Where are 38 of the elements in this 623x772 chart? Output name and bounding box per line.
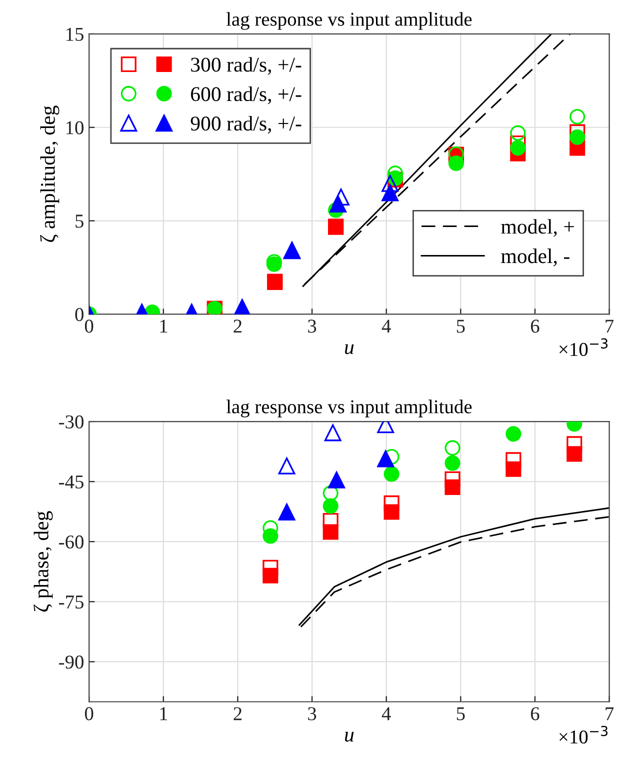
y-tick-label: 10 xyxy=(66,121,84,134)
x-tick-label: 1 xyxy=(160,707,168,720)
x-axis-title: u xyxy=(345,344,354,354)
x-tick-label: 2 xyxy=(234,320,242,333)
x-tick-label: 3 xyxy=(308,320,316,333)
x-tick-label: 4 xyxy=(382,320,391,333)
chart-title: lag response vs input amplitude xyxy=(226,400,472,418)
legend-label: model, + xyxy=(501,219,574,237)
y-axis-title: ζ amplitude, deg xyxy=(40,106,60,242)
x-tick-label: 1 xyxy=(160,320,168,333)
y-tick-label: -90 xyxy=(59,656,84,669)
y-axis-title: ζ phase, deg xyxy=(34,511,53,612)
x-tick-label: 7 xyxy=(606,707,614,720)
y-tick-label: -75 xyxy=(59,596,84,609)
y-tick-label: -60 xyxy=(59,535,84,549)
x-tick-label: 6 xyxy=(530,320,540,333)
chart-title: lag response vs input amplitude xyxy=(226,12,472,30)
x-tick-label: 6 xyxy=(530,707,540,720)
y-tick-label: -45 xyxy=(59,476,84,488)
x-axis-title: u xyxy=(345,732,354,742)
text: ×10$^{−3}$ xyxy=(560,338,608,356)
legend-label: model, - xyxy=(501,248,570,266)
text: ×10$^{−3}$ xyxy=(560,726,608,744)
legend-label: 900 rad/s, +/- xyxy=(190,116,302,134)
y-tick-label: 15 xyxy=(66,28,84,41)
x-tick-label: 5 xyxy=(456,320,465,333)
y-tick-label: 5 xyxy=(76,214,84,228)
x-tick-label: 3 xyxy=(308,707,316,720)
legend-label: 600 rad/s, +/- xyxy=(191,86,302,104)
legend-label: 300 rad/s, +/- xyxy=(191,57,302,75)
x-tick-label: 0 xyxy=(84,707,94,720)
x-tick-label: 5 xyxy=(456,707,465,720)
x-tick-label: 0 xyxy=(84,320,94,333)
y-tick-label: -30 xyxy=(59,415,84,428)
y-tick-label: 0 xyxy=(75,308,84,322)
x-tick-label: 4 xyxy=(382,707,391,720)
x-tick-label: 2 xyxy=(234,707,242,720)
x-tick-label: 7 xyxy=(606,320,614,333)
